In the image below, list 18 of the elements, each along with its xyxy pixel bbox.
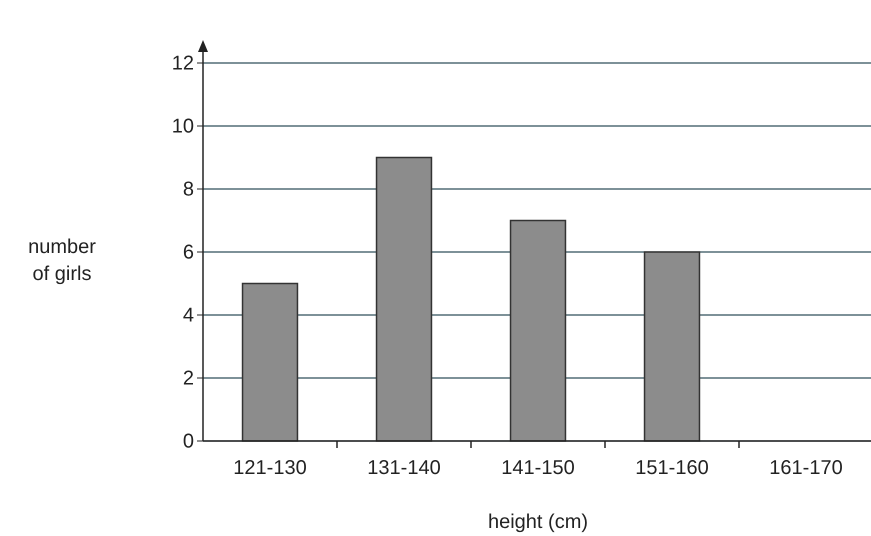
y-tick-label: 2 <box>182 367 194 390</box>
x-tick-label: 151-160 <box>635 457 709 479</box>
bar <box>510 220 566 442</box>
bar <box>644 251 700 442</box>
x-tick-label: 141-150 <box>501 457 575 479</box>
x-axis-title: height (cm) <box>488 511 588 533</box>
y-tick-label: 10 <box>172 115 194 138</box>
x-tick-label: 121-130 <box>233 457 307 479</box>
y-tick-label: 8 <box>182 178 194 200</box>
x-tick-label: 161-170 <box>769 457 843 479</box>
y-tick-label: 6 <box>182 241 194 264</box>
y-tick-label: 12 <box>172 52 194 74</box>
y-tick-label: 4 <box>182 304 194 326</box>
bar <box>376 156 432 442</box>
y-axis-title: number of girls <box>28 236 96 285</box>
bar <box>242 282 298 442</box>
x-tick-label: 131-140 <box>367 457 441 479</box>
y-tick-label: 0 <box>182 430 194 452</box>
